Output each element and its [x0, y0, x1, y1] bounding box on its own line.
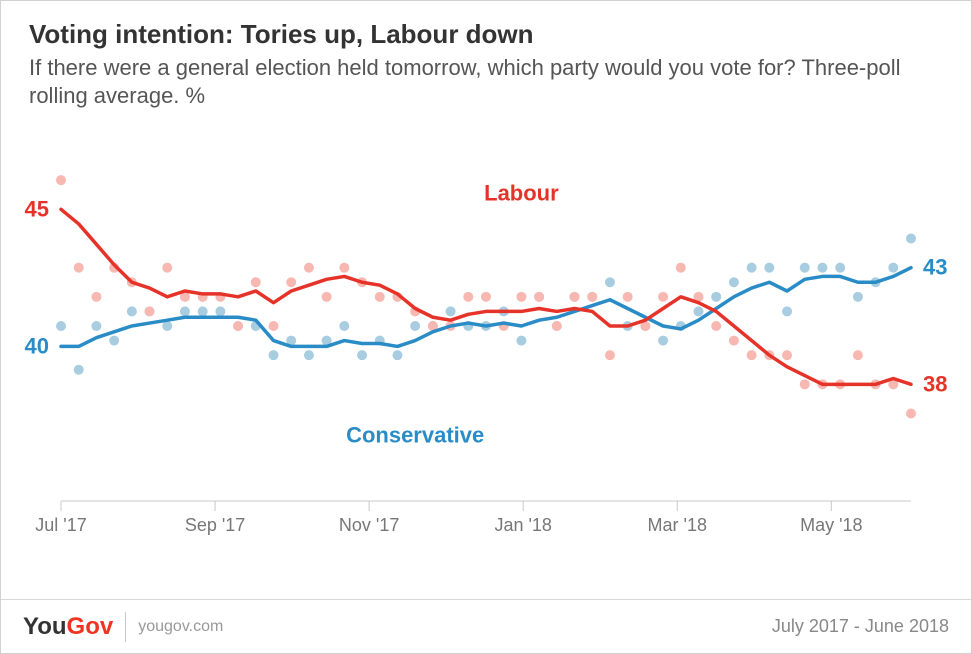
chart-subtitle: If there were a general election held to… — [29, 54, 943, 109]
plot-area: Jul '17Sep '17Nov '17Jan '18Mar '18May '… — [61, 131, 911, 541]
svg-text:Mar '18: Mar '18 — [648, 515, 707, 535]
plot-svg: Jul '17Sep '17Nov '17Jan '18Mar '18May '… — [61, 131, 911, 541]
footer: YouGov yougov.com July 2017 - June 2018 — [1, 599, 971, 653]
svg-text:May '18: May '18 — [800, 515, 862, 535]
logo-wrap: YouGov yougov.com — [23, 612, 223, 642]
svg-text:38: 38 — [923, 371, 947, 396]
svg-text:45: 45 — [25, 196, 49, 221]
svg-text:Labour: Labour — [484, 181, 559, 206]
logo-you: You — [23, 613, 67, 640]
chart-container: Voting intention: Tories up, Labour down… — [0, 0, 972, 654]
chart-title: Voting intention: Tories up, Labour down — [29, 19, 943, 50]
yougov-logo: YouGov — [23, 613, 113, 641]
svg-text:40: 40 — [25, 333, 49, 358]
svg-text:Conservative: Conservative — [346, 423, 484, 448]
footer-site: yougov.com — [138, 618, 223, 636]
svg-text:Jan '18: Jan '18 — [494, 515, 551, 535]
header: Voting intention: Tories up, Labour down… — [1, 1, 971, 109]
svg-text:43: 43 — [923, 255, 947, 280]
footer-divider — [125, 612, 126, 642]
svg-text:Jul '17: Jul '17 — [35, 515, 86, 535]
svg-text:Nov '17: Nov '17 — [339, 515, 399, 535]
footer-daterange: July 2017 - June 2018 — [772, 616, 949, 637]
svg-text:Sep '17: Sep '17 — [185, 515, 246, 535]
conservative-line — [61, 268, 911, 347]
logo-gov: Gov — [67, 613, 114, 640]
